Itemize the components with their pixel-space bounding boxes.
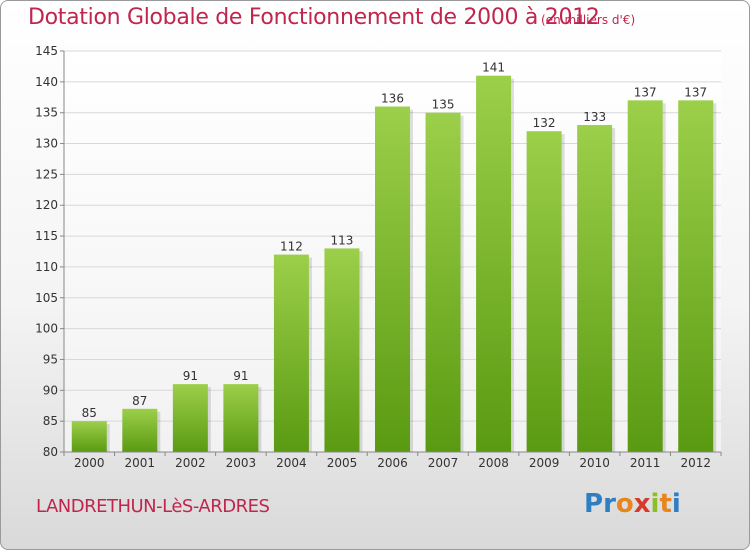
- y-tick-label: 120: [35, 198, 58, 212]
- bar-2005: [324, 248, 360, 452]
- value-label: 91: [183, 369, 198, 383]
- y-tick-label: 110: [35, 260, 58, 274]
- y-tick-label: 125: [35, 167, 58, 181]
- value-label: 132: [533, 116, 556, 130]
- x-tick-label: 2012: [680, 456, 711, 470]
- logo-letter: i: [671, 489, 681, 519]
- x-tick-label: 2011: [630, 456, 661, 470]
- value-label: 137: [684, 85, 707, 99]
- x-tick-label: 2008: [478, 456, 509, 470]
- bar-2007: [425, 112, 461, 452]
- x-tick-label: 2010: [579, 456, 610, 470]
- x-tick-label: 2003: [226, 456, 257, 470]
- bar-2001: [122, 408, 158, 452]
- y-tick-label: 115: [35, 229, 58, 243]
- logo-letter: r: [603, 489, 616, 519]
- bar-2006: [375, 106, 410, 453]
- logo-letter: o: [615, 489, 634, 519]
- value-label: 141: [482, 61, 505, 75]
- bar-2009: [526, 131, 562, 452]
- value-label: 85: [82, 406, 97, 420]
- x-tick-label: 2000: [74, 456, 105, 470]
- units-label: (en milliers d'€): [541, 13, 636, 27]
- bar-2003: [223, 384, 259, 452]
- proxiti-logo[interactable]: Proxiti: [584, 489, 681, 519]
- bar-2004: [273, 254, 309, 452]
- x-tick-label: 2005: [327, 456, 358, 470]
- logo-letter: P: [584, 489, 604, 519]
- chart-title: Dotation Globale de Fonctionnement de 20…: [28, 5, 600, 30]
- x-tick-label: 2007: [428, 456, 459, 470]
- bar-2002: [172, 384, 208, 452]
- y-tick-label: 85: [43, 414, 58, 428]
- y-tick-label: 95: [43, 352, 58, 366]
- value-label: 112: [280, 240, 303, 254]
- x-tick-label: 2002: [175, 456, 206, 470]
- y-tick-label: 130: [35, 137, 58, 151]
- y-tick-label: 145: [35, 44, 58, 58]
- bars-group: [71, 75, 717, 453]
- y-tick-label: 135: [35, 106, 58, 120]
- axes: [60, 50, 722, 456]
- logo-letter: t: [659, 489, 672, 519]
- y-tick-label: 105: [35, 291, 58, 305]
- y-tick-label: 140: [35, 75, 58, 89]
- x-tick-label: 2009: [529, 456, 560, 470]
- bar-2011: [627, 100, 663, 452]
- value-label: 137: [634, 85, 657, 99]
- commune-name: LANDRETHUN-LèS-ARDRES: [36, 496, 270, 517]
- value-label: 133: [583, 110, 606, 124]
- x-tick-label: 2006: [377, 456, 408, 470]
- y-tick-label: 100: [35, 322, 58, 336]
- value-label: 113: [331, 233, 354, 247]
- value-label: 91: [233, 369, 248, 383]
- logo-letter: x: [633, 489, 651, 519]
- value-label: 87: [132, 394, 147, 408]
- logo-letter: i: [650, 489, 660, 519]
- x-tick-label: 2004: [276, 456, 307, 470]
- bar-2008: [476, 75, 512, 452]
- bar-2012: [678, 100, 714, 452]
- bar-2010: [577, 125, 613, 453]
- value-label: 136: [381, 92, 404, 106]
- bar-2000: [71, 421, 107, 452]
- x-tick-label: 2001: [125, 456, 156, 470]
- value-label: 135: [432, 98, 455, 112]
- y-tick-label: 90: [43, 383, 58, 397]
- y-tick-label: 80: [43, 445, 58, 459]
